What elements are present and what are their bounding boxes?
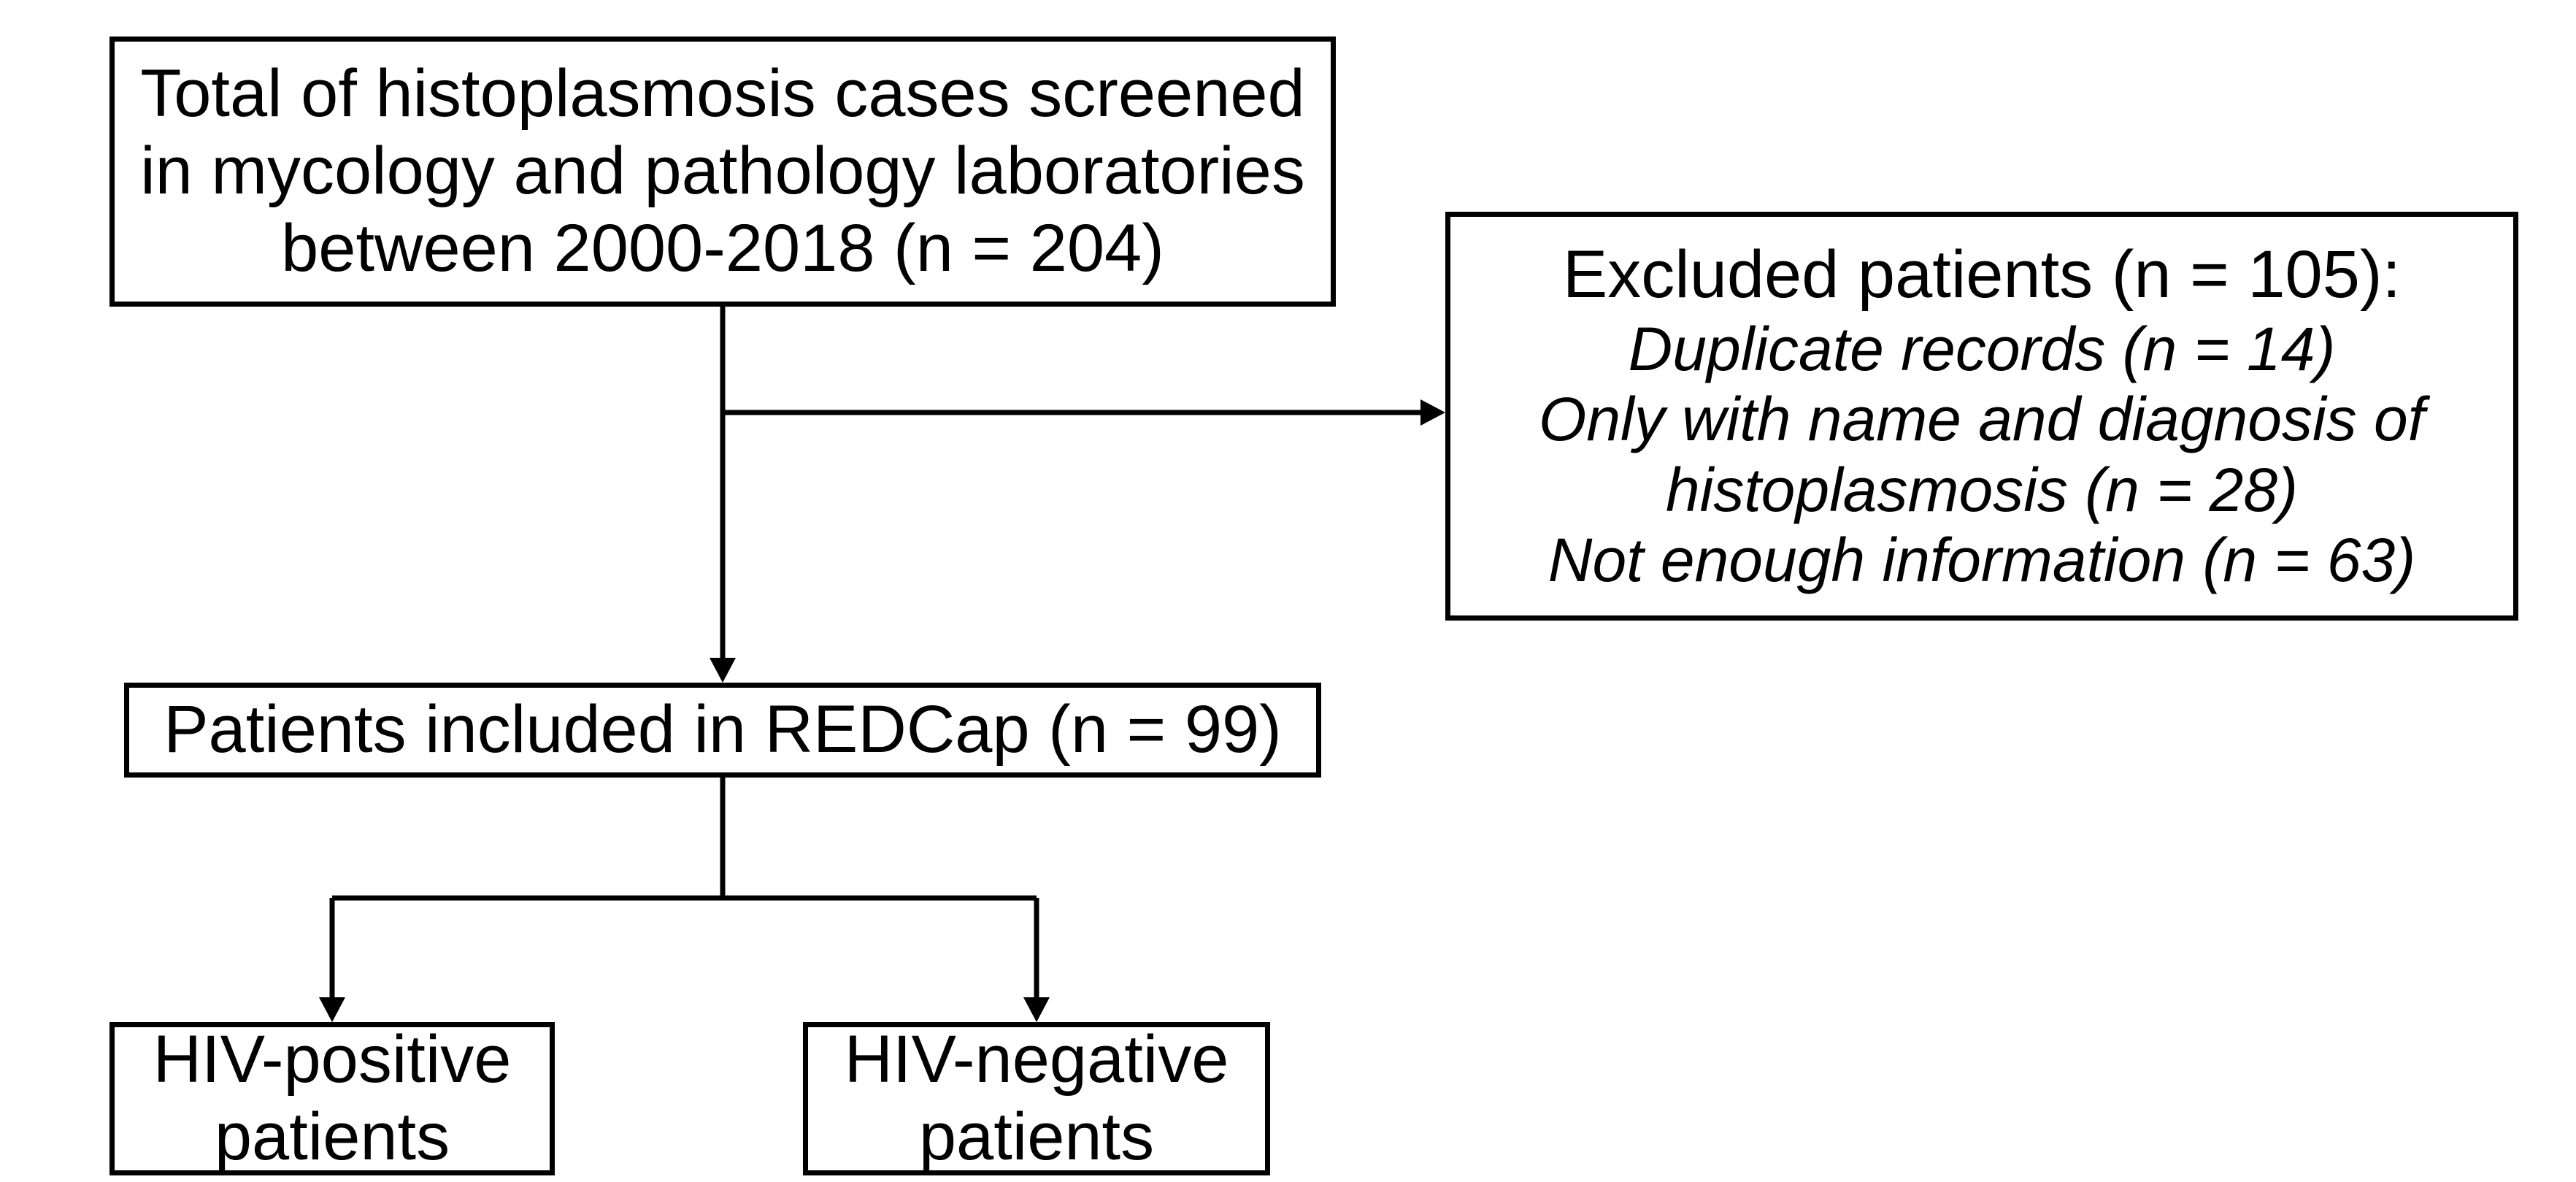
flow-box-included-line: Patients included in REDCap (n = 99) xyxy=(164,691,1282,769)
flow-box-excluded-line: histoplasmosis (n = 28) xyxy=(1666,455,2298,526)
flow-box-hiv-neg: HIV-negativepatients xyxy=(803,1022,1270,1175)
flowchart-canvas: Total of histoplasmosis cases screenedin… xyxy=(0,0,2576,1182)
flow-box-hiv-pos-line: HIV-positive xyxy=(153,1021,512,1099)
flow-box-hiv-pos: HIV-positivepatients xyxy=(109,1022,555,1175)
flow-box-screened-line: in mycology and pathology laboratories xyxy=(140,133,1305,210)
flow-box-excluded-line: Duplicate records (n = 14) xyxy=(1629,314,2336,385)
flow-box-excluded-line: Only with name and diagnosis of xyxy=(1539,384,2425,455)
flow-box-hiv-pos-line: patients xyxy=(215,1099,450,1176)
flow-box-excluded-line: Excluded patients (n = 105): xyxy=(1563,237,2401,314)
flow-box-screened-line: Total of histoplasmosis cases screened xyxy=(140,55,1304,133)
flow-box-screened-line: between 2000-2018 (n = 204) xyxy=(281,210,1164,288)
flow-box-excluded-line: Not enough information (n = 63) xyxy=(1548,525,2415,596)
flow-box-hiv-neg-line: patients xyxy=(919,1099,1154,1176)
flow-box-screened: Total of histoplasmosis cases screenedin… xyxy=(109,37,1336,307)
flow-box-included: Patients included in REDCap (n = 99) xyxy=(124,683,1321,778)
flow-box-excluded: Excluded patients (n = 105):Duplicate re… xyxy=(1445,212,2518,621)
flow-box-hiv-neg-line: HIV-negative xyxy=(845,1021,1229,1099)
